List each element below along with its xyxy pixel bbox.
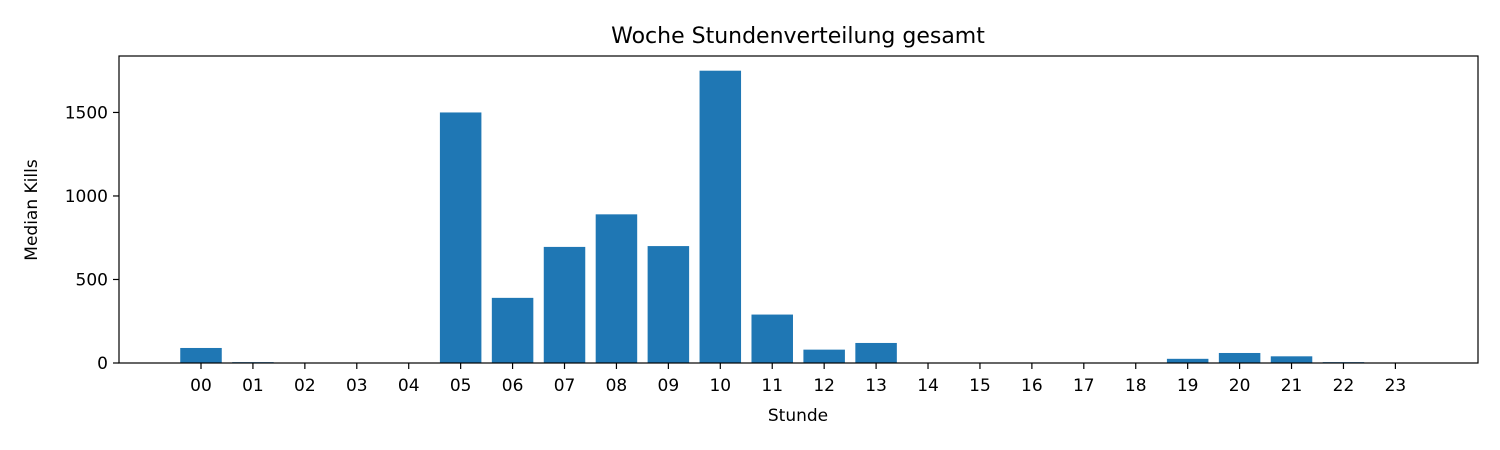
bars-group — [180, 70, 1365, 364]
x-tick-label: 08 — [606, 376, 628, 396]
x-tick-label: 22 — [1333, 376, 1355, 396]
x-tick-label: 15 — [969, 376, 991, 396]
x-tick-label: 14 — [917, 376, 939, 396]
x-axis-label: Stunde — [768, 406, 828, 426]
bar-13 — [855, 342, 897, 363]
x-tick-label: 06 — [502, 376, 524, 396]
y-axis-ticks: 0 500 1000 1500 — [65, 103, 119, 374]
y-tick-label: 1500 — [65, 103, 108, 123]
bar-05 — [439, 112, 482, 364]
x-tick-label: 10 — [709, 376, 731, 396]
x-tick-label: 09 — [658, 376, 680, 396]
y-tick-label: 0 — [97, 354, 108, 374]
y-tick-label: 500 — [76, 270, 108, 290]
y-tick-label: 1000 — [65, 187, 108, 207]
bar-20 — [1218, 352, 1261, 363]
bar-00 — [180, 347, 222, 363]
x-tick-label: 12 — [813, 376, 835, 396]
x-tick-label: 17 — [1073, 376, 1095, 396]
x-tick-label: 19 — [1177, 376, 1199, 396]
bar-21 — [1270, 356, 1313, 363]
bar-11 — [751, 314, 793, 363]
bar-19 — [1166, 358, 1209, 363]
x-axis-ticks: 00 01 02 03 04 05 06 07 08 09 10 11 12 13 14 15 16 17 18 19… — [190, 363, 1406, 396]
x-tick-label: 02 — [294, 376, 316, 396]
bar-08 — [595, 214, 638, 363]
y-axis-label: Median Kills — [22, 159, 42, 261]
x-tick-label: 07 — [554, 376, 576, 396]
chart-title: Woche Stundenverteilung gesamt — [611, 24, 985, 49]
bar-07 — [543, 246, 586, 363]
x-tick-label: 13 — [865, 376, 887, 396]
x-tick-label: 01 — [242, 376, 264, 396]
bar-06 — [491, 297, 534, 363]
x-tick-label: 11 — [761, 376, 783, 396]
x-tick-label: 21 — [1281, 376, 1303, 396]
bar-12 — [803, 349, 845, 363]
x-tick-label: 00 — [190, 376, 212, 396]
plot-frame — [118, 55, 1479, 364]
x-tick-label: 20 — [1229, 376, 1251, 396]
bar-09 — [647, 246, 690, 363]
x-tick-label: 03 — [346, 376, 368, 396]
x-tick-label: 05 — [450, 376, 472, 396]
x-tick-label: 23 — [1385, 376, 1407, 396]
x-tick-label: 16 — [1021, 376, 1043, 396]
x-tick-label: 04 — [398, 376, 420, 396]
x-tick-label: 18 — [1125, 376, 1147, 396]
bar-10 — [699, 70, 742, 363]
